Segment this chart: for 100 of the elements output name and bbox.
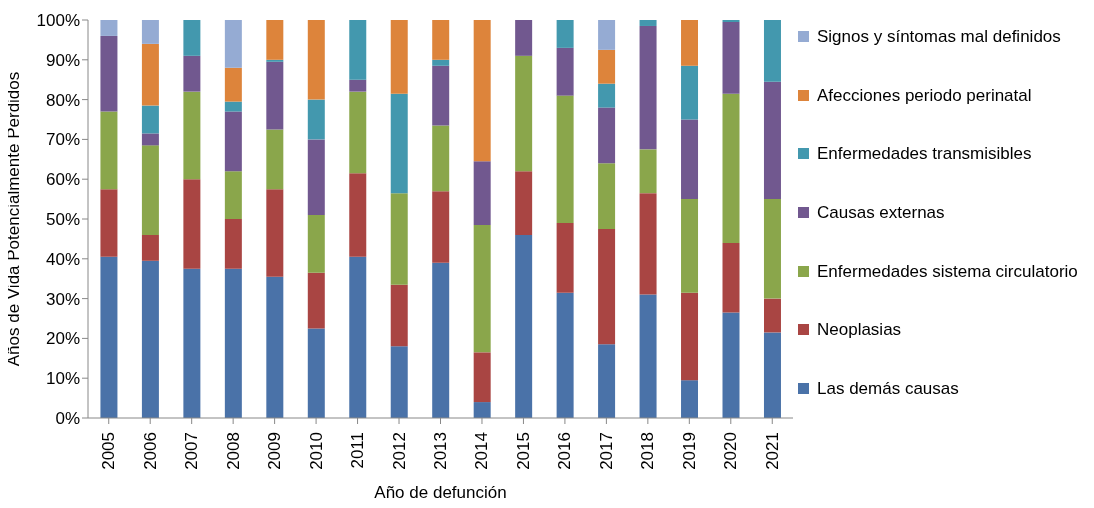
bar xyxy=(224,20,242,68)
x-tick-label: 2017 xyxy=(596,432,616,470)
x-axis-title: Año de defunción xyxy=(374,483,507,502)
bar xyxy=(390,93,408,194)
bar xyxy=(681,199,699,293)
bar xyxy=(556,222,574,293)
bar xyxy=(390,284,408,347)
bar xyxy=(473,402,491,418)
bar xyxy=(390,346,408,418)
bar xyxy=(100,256,118,418)
x-tick-label: 2012 xyxy=(389,432,409,470)
bar xyxy=(639,20,657,26)
bar xyxy=(515,171,533,235)
bar xyxy=(473,352,491,403)
bar xyxy=(681,380,699,418)
y-tick-label: 10% xyxy=(45,369,80,389)
legend-label: Afecciones periodo perinatal xyxy=(817,84,1032,107)
bar xyxy=(763,199,781,299)
y-tick-label: 100% xyxy=(36,11,80,31)
bar xyxy=(432,65,450,126)
bar xyxy=(224,111,242,172)
x-tick-label: 2010 xyxy=(306,432,326,470)
bar xyxy=(515,20,533,56)
bar xyxy=(141,145,159,235)
x-tick-label: 2011 xyxy=(348,432,368,469)
x-tick-label: 2008 xyxy=(223,432,243,470)
y-tick-label: 90% xyxy=(45,50,80,70)
bar xyxy=(141,105,159,134)
bar xyxy=(432,20,450,60)
bar xyxy=(432,59,450,66)
y-tick-label: 80% xyxy=(45,90,80,110)
bar xyxy=(598,163,616,229)
bar xyxy=(307,99,325,140)
bar xyxy=(307,215,325,273)
bar xyxy=(100,111,118,190)
bar xyxy=(307,20,325,100)
bar xyxy=(224,67,242,102)
bar xyxy=(349,256,367,418)
bar xyxy=(639,294,657,418)
legend-label: Signos y síntomas mal definidos xyxy=(817,26,1061,49)
x-tick-label: 2014 xyxy=(472,432,492,470)
bar xyxy=(141,260,159,418)
bar xyxy=(390,20,408,94)
bar xyxy=(266,20,284,60)
x-tick-label: 2016 xyxy=(555,432,575,470)
bar xyxy=(432,125,450,192)
legend-label: Enfermedades sistema circulatorio xyxy=(817,260,1078,283)
bar xyxy=(224,171,242,219)
bar xyxy=(100,35,118,112)
y-tick-label: 70% xyxy=(45,130,80,150)
legend-label: Causas externas xyxy=(817,201,945,224)
bar xyxy=(349,20,367,80)
x-tick-label: 2007 xyxy=(182,432,202,470)
bar xyxy=(763,20,781,82)
bar xyxy=(266,189,284,277)
legend-label: Neoplasias xyxy=(817,319,902,342)
bar xyxy=(763,81,781,200)
legend-label: Enfermedades transmisibles xyxy=(817,143,1032,166)
bar xyxy=(473,20,491,162)
x-tick-label: 2015 xyxy=(513,432,533,470)
bar xyxy=(763,332,781,418)
bar xyxy=(639,193,657,295)
bar xyxy=(349,79,367,92)
bar xyxy=(224,268,242,418)
bar xyxy=(556,20,574,48)
bar xyxy=(598,107,616,164)
x-tick-label: 2013 xyxy=(431,432,450,470)
bar xyxy=(556,95,574,223)
bar xyxy=(141,133,159,146)
x-tick-label: 2019 xyxy=(679,432,699,470)
bar xyxy=(183,55,201,92)
bar xyxy=(681,292,699,381)
bar xyxy=(722,21,740,94)
y-tick-label: 60% xyxy=(45,170,80,190)
bar xyxy=(307,328,325,418)
x-tick-label: 2006 xyxy=(140,432,160,470)
bar xyxy=(307,139,325,216)
bar xyxy=(639,149,657,194)
bar xyxy=(681,119,699,200)
bar xyxy=(556,292,574,418)
y-tick-label: 20% xyxy=(45,329,80,349)
bar xyxy=(598,344,616,418)
bar xyxy=(598,228,616,345)
bar xyxy=(515,55,533,172)
bar xyxy=(349,91,367,174)
bar xyxy=(598,83,616,108)
bar xyxy=(183,20,201,56)
bar xyxy=(141,20,159,44)
bar xyxy=(598,49,616,84)
bar xyxy=(100,20,118,36)
bar xyxy=(639,25,657,150)
bar xyxy=(473,161,491,225)
legend-label: Las demás causas xyxy=(817,377,959,400)
bar xyxy=(224,101,242,112)
bar xyxy=(390,193,408,285)
y-tick-label: 50% xyxy=(45,210,80,230)
x-tick-label: 2009 xyxy=(265,432,285,470)
bar xyxy=(681,20,699,66)
y-tick-label: 0% xyxy=(55,409,80,429)
bar xyxy=(266,129,284,190)
